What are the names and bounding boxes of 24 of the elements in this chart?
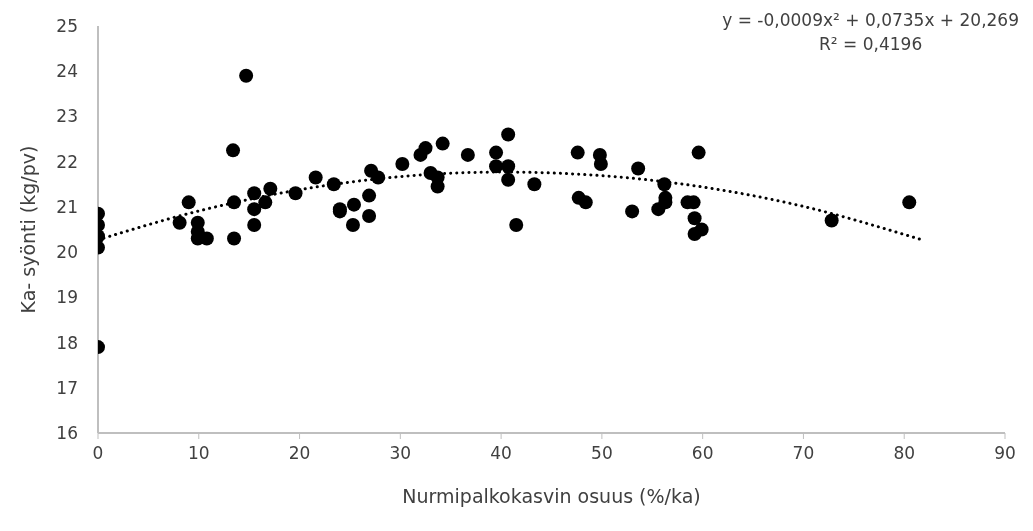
y-axis-title: Ka- syönti (kg/pv)	[16, 145, 39, 314]
x-tick-label: 10	[187, 443, 210, 464]
x-tick-label: 30	[389, 443, 412, 464]
x-tick-label: 80	[893, 443, 916, 464]
y-tick-label: 22	[56, 151, 78, 172]
x-tick-label: 0	[92, 443, 104, 464]
y-tick-label: 18	[56, 332, 78, 353]
y-tick-label: 21	[56, 196, 78, 217]
y-tick-label: 25	[56, 16, 78, 37]
x-tick-label: 50	[591, 443, 613, 464]
y-tick-label: 19	[56, 287, 78, 308]
y-tick-label: 20	[56, 242, 78, 263]
y-tick-label: 16	[56, 423, 78, 444]
x-tick-label: 60	[691, 443, 714, 464]
x-tick-label: 70	[792, 443, 815, 464]
x-tick-label: 40	[490, 443, 512, 464]
annotation: y = -0,0009x² + 0,0735x + 20,269	[722, 9, 1019, 32]
x-tick-label: 20	[288, 443, 311, 464]
x-axis-title: Nurmipalkokasvin osuus (%/ka)	[402, 485, 701, 507]
y-tick-label: 17	[56, 377, 78, 398]
x-tick-label: 90	[994, 443, 1016, 464]
y-tick-label: 23	[56, 106, 78, 127]
annotation: R² = 0,4196	[818, 33, 924, 56]
y-tick-label: 24	[56, 61, 78, 82]
